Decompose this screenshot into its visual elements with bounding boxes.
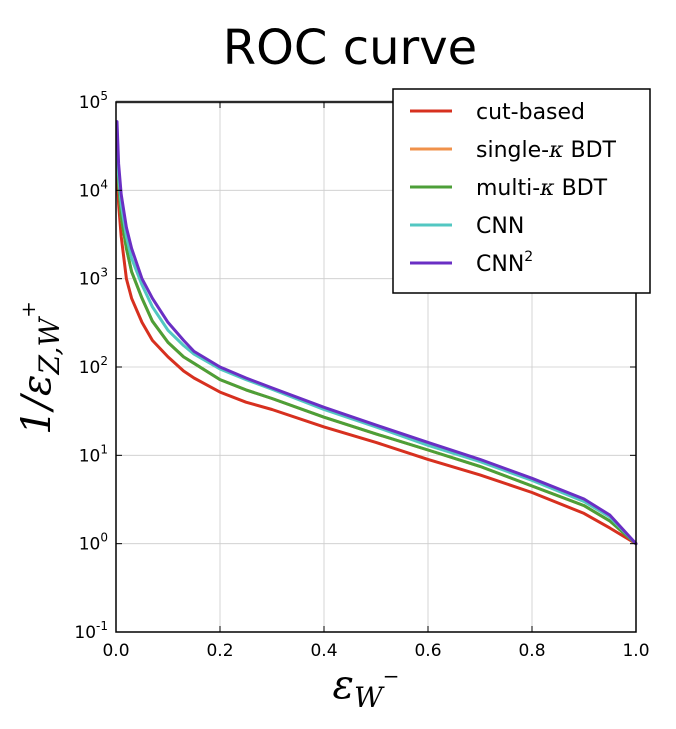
x-tick-label: 0.6 [414,641,441,661]
legend-text: multi- [476,176,540,201]
y-tick-base: 10 [79,446,101,466]
y-tick-exponent: -1 [96,619,108,633]
y-tick-base: 10 [79,358,101,378]
legend-text: BDT [564,138,617,163]
legend-label-cnn2: CNN2 [476,249,533,277]
legend-text: single- [476,138,549,163]
y-label-sup: + [16,301,40,318]
y-axis-label: 1/εZ,W+ [14,301,66,435]
series-line-cut-based [115,162,638,546]
y-tick-label: 103 [79,266,108,290]
legend-symbol: κ [539,176,555,201]
x-tick-label: 1.0 [622,641,649,661]
y-tick-exponent: 1 [100,442,108,456]
x-tick-label: 0.0 [102,641,129,661]
legend-label-single-bdt: single-κ BDT [476,138,617,163]
legend-symbol: κ [548,138,564,163]
y-tick-label: 104 [79,177,108,201]
y-tick-base: 10 [79,181,101,201]
legend-label-multi-bdt: multi-κ BDT [476,176,608,201]
x-tick-label: 0.4 [310,641,337,661]
y-tick-base: 10 [74,623,96,643]
y-tick-exponent: 4 [100,177,108,191]
legend-label-cnn: CNN [476,214,524,239]
y-tick-base: 10 [79,270,101,290]
y-tick-label: 10-1 [74,619,108,643]
y-tick-exponent: 0 [100,531,108,545]
y-tick-label: 102 [79,354,108,378]
series-line-cnn2 [115,120,638,546]
legend-superscript: 2 [524,249,533,265]
x-tick-label: 0.2 [206,641,233,661]
x-label-sup: − [383,664,400,688]
x-label-main: ε [332,662,353,708]
y-tick-base: 10 [79,535,101,555]
series-line-multi-bdt [115,135,638,546]
y-tick-label: 105 [79,89,108,113]
x-tick-label: 0.8 [518,641,545,661]
y-tick-label: 101 [79,442,108,466]
y-tick-base: 10 [79,93,101,113]
legend [392,88,651,294]
y-tick-exponent: 3 [100,266,108,280]
x-label-sub: W [354,681,385,714]
series-line-cnn [115,127,638,546]
legend-label-cut-based: cut-based [476,100,585,125]
chart-title: ROC curve [223,20,477,76]
x-axis-label: εW− [332,662,399,714]
y-tick-exponent: 5 [100,89,108,103]
y-tick-exponent: 2 [100,354,108,368]
y-label-sub: Z,W [33,316,66,376]
legend-text: CNN [476,252,524,277]
legend-text: BDT [555,176,608,201]
y-label-prefix: 1/ε [14,375,60,435]
y-tick-label: 100 [79,531,108,555]
